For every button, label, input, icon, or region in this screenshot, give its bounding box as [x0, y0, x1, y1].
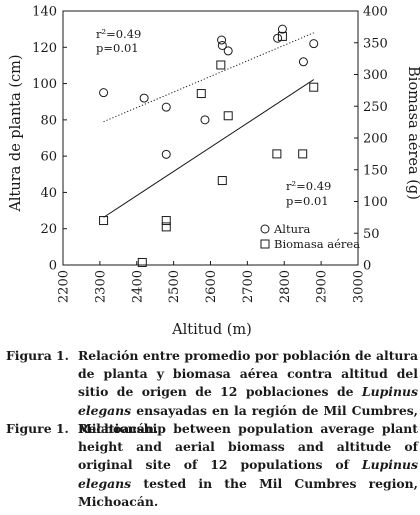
- caption-species-es: Lupinus elegans: [78, 384, 418, 418]
- left-tick-label: 0: [49, 259, 57, 274]
- data-point-altura: [217, 35, 227, 45]
- data-point-biomasa: [277, 31, 287, 41]
- scatter-chart: 0 20 40 60 80 100 120 140 0 50 100 150 200 250 300 350…: [8, 5, 420, 339]
- right-tick-label: 50: [363, 227, 380, 242]
- data-point-altura: [277, 24, 287, 34]
- data-point-altura: [273, 33, 283, 43]
- data-point-biomasa: [161, 222, 171, 232]
- left-tick-label: 60: [40, 150, 57, 165]
- data-point-biomasa: [272, 149, 282, 159]
- figure-caption-es: Figura 1. Relación entre promedio por po…: [6, 347, 418, 438]
- trend-lines: [103, 32, 315, 218]
- data-points: [99, 24, 319, 267]
- right-tick-label: 350: [363, 36, 388, 51]
- data-point-biomasa: [217, 176, 227, 186]
- x-tick-label: 2300: [93, 270, 108, 303]
- data-point-biomasa: [309, 82, 319, 92]
- x-tick-label: 2600: [204, 270, 219, 303]
- annotation-r2-biomasa: r²=0.49: [286, 179, 331, 193]
- figure-caption-en: Figure 1. Relationship between populatio…: [6, 420, 418, 511]
- data-point-altura: [99, 88, 109, 98]
- right-tick-label: 400: [363, 5, 388, 20]
- data-point-biomasa: [298, 149, 308, 159]
- legend-square-icon: [260, 239, 270, 249]
- legend-circle-icon: [260, 224, 270, 234]
- right-tick-label: 0: [363, 259, 371, 274]
- x-tick-label: 2700: [241, 270, 256, 303]
- annotation-r2-altura: r²=0.49: [96, 27, 141, 41]
- data-point-altura: [217, 40, 227, 50]
- legend-label-altura: Altura: [273, 222, 311, 236]
- left-axis-ticks: 0 20 40 60 80 100 120 140: [32, 5, 67, 274]
- caption-text-en-2: tested in the Mil Cumbres region, Michoa…: [78, 475, 418, 509]
- left-tick-label: 120: [32, 41, 57, 56]
- x-tick-label: 2800: [278, 270, 293, 303]
- right-tick-label: 100: [363, 195, 388, 210]
- x-tick-label: 2200: [57, 270, 72, 303]
- caption-number-en: Figure 1.: [6, 421, 69, 436]
- left-tick-label: 20: [40, 222, 57, 237]
- data-point-altura: [298, 57, 308, 67]
- caption-text-es-1: Relación entre promedio por población de…: [78, 348, 418, 400]
- data-point-biomasa: [196, 89, 206, 99]
- annotation-p-altura: p=0.01: [96, 41, 139, 55]
- left-tick-label: 140: [32, 5, 57, 20]
- caption-number-es: Figura 1.: [6, 348, 69, 363]
- left-tick-label: 80: [40, 113, 57, 128]
- right-tick-label: 200: [363, 132, 388, 147]
- legend-label-biomasa: Biomasa aérea: [274, 237, 360, 251]
- data-point-biomasa: [137, 257, 147, 267]
- x-axis-title: Altitud (m): [171, 322, 252, 338]
- y-axis-left-title: Altura de planta (cm): [8, 54, 24, 212]
- right-tick-label: 150: [363, 163, 388, 178]
- x-tick-label: 3000: [352, 270, 367, 303]
- data-point-altura: [309, 39, 319, 49]
- data-point-biomasa: [216, 60, 226, 70]
- caption-text-es-2: ensayadas en la región de Mil Cumbres, M…: [78, 402, 418, 436]
- right-tick-label: 300: [363, 68, 388, 83]
- right-tick-label: 250: [363, 100, 388, 115]
- data-point-altura: [223, 46, 233, 56]
- fit-line-biomasa: [103, 79, 315, 218]
- caption-species-en: Lupinus elegans: [78, 457, 418, 491]
- data-point-altura: [200, 115, 210, 125]
- caption-text-en-1: Relationship between population average …: [78, 421, 418, 473]
- y-axis-right-title: Biomasa aérea (g): [405, 66, 420, 200]
- legend: Altura Biomasa aérea: [260, 222, 360, 251]
- data-point-altura: [161, 102, 171, 112]
- x-tick-label: 2900: [315, 270, 330, 303]
- x-tick-label: 2400: [130, 270, 145, 303]
- annotation-p-biomasa: p=0.01: [286, 194, 329, 208]
- x-tick-label: 2500: [167, 270, 182, 303]
- data-point-biomasa: [161, 216, 171, 226]
- data-point-biomasa: [223, 111, 233, 121]
- x-axis-ticks: 2200 2300 2400 2500 2600 2700 2800 2900 3000: [57, 261, 367, 303]
- left-tick-label: 40: [40, 186, 57, 201]
- right-axis-ticks: 0 50 100 150 200 250 300 350 400: [354, 5, 388, 274]
- data-point-biomasa: [99, 216, 109, 226]
- left-tick-label: 100: [32, 77, 57, 92]
- data-point-altura: [139, 93, 149, 103]
- data-point-altura: [161, 149, 171, 159]
